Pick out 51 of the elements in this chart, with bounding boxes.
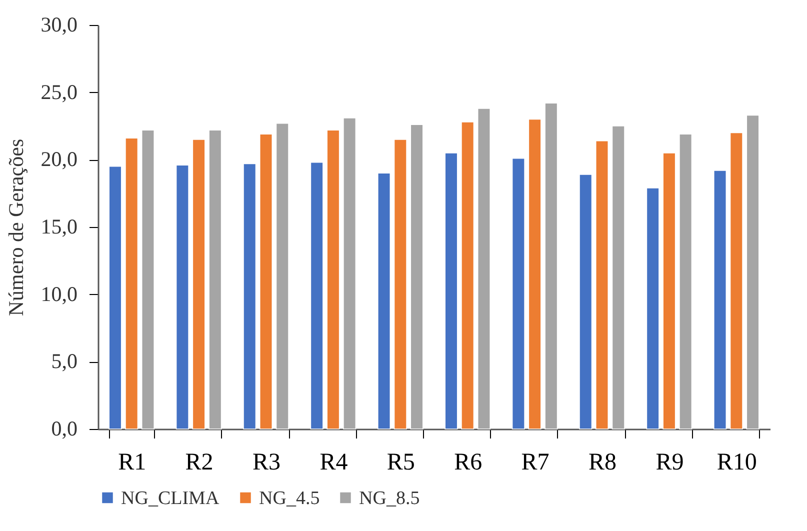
y-tick-label: 0,0 — [51, 416, 78, 440]
x-tick-label: R3 — [252, 450, 281, 476]
bar — [394, 139, 407, 430]
bar — [595, 140, 609, 430]
bar — [108, 166, 122, 430]
bar — [461, 122, 474, 430]
y-tick-label: 30,0 — [40, 12, 78, 36]
bar — [410, 124, 424, 430]
bar — [208, 130, 222, 430]
bar — [544, 102, 558, 430]
bar — [125, 138, 138, 430]
bar — [512, 158, 525, 430]
x-tick-label: R5 — [386, 450, 415, 476]
x-tick-label: R10 — [716, 450, 757, 476]
bar — [612, 126, 625, 430]
bar — [646, 188, 660, 430]
bar — [343, 118, 356, 430]
bar — [310, 162, 324, 430]
x-tick-label: R2 — [185, 450, 214, 476]
y-tick-label: 25,0 — [40, 80, 78, 104]
x-tick-label: R8 — [588, 450, 617, 476]
y-tick-label: 10,0 — [40, 282, 78, 306]
bar — [444, 152, 458, 430]
y-tick-label: 20,0 — [40, 147, 78, 172]
bar — [730, 132, 743, 430]
bar — [477, 108, 491, 430]
bar — [713, 170, 727, 430]
bar — [746, 114, 760, 430]
bar — [243, 163, 256, 430]
legend-label: NG_CLIMA — [121, 488, 220, 509]
legend-label: NG_8.5 — [359, 488, 420, 509]
bar — [259, 134, 273, 430]
bar — [276, 122, 289, 430]
bar — [141, 130, 155, 430]
y-axis-title: Número de Gerações — [4, 138, 28, 316]
y-tick-label: 5,0 — [51, 349, 78, 374]
x-tick-label: R1 — [118, 450, 146, 476]
bar — [192, 139, 206, 430]
legend-label: NG_4.5 — [259, 488, 320, 509]
x-tick-label: R6 — [454, 450, 482, 476]
bar — [679, 134, 692, 430]
bar — [326, 130, 340, 430]
bar — [176, 164, 189, 430]
x-tick-label: R7 — [521, 450, 550, 476]
bar — [579, 174, 592, 430]
x-tick-label: R4 — [320, 450, 348, 476]
bar — [377, 172, 391, 430]
bar — [528, 118, 542, 430]
bar — [662, 152, 676, 430]
x-tick-label: R9 — [656, 450, 684, 476]
y-tick-label: 15,0 — [40, 214, 78, 238]
